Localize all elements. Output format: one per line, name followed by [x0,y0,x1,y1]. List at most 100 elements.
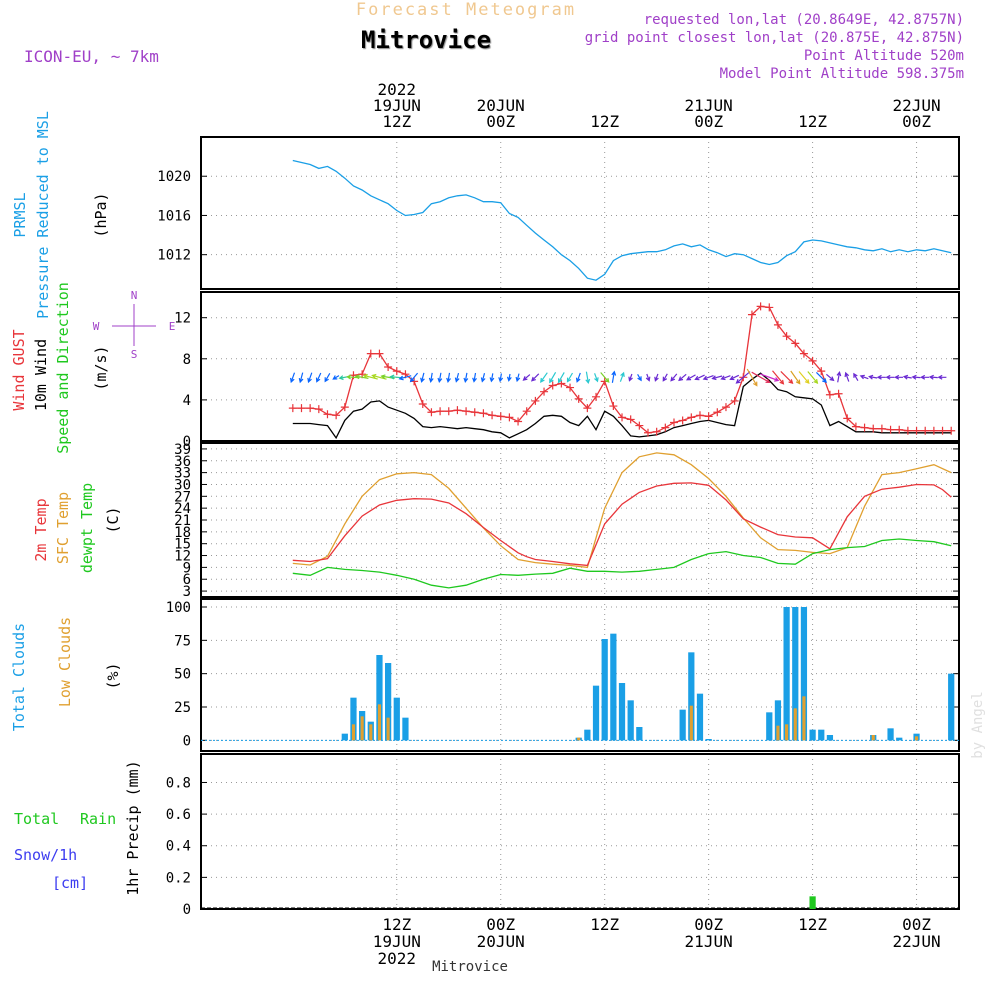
y-tick-label: 1020 [157,169,191,185]
gust-marker [375,349,384,358]
wind-arrow [844,371,850,382]
temp-2m-line [292,482,952,567]
wind-arrow [594,373,599,383]
time-label-bottom: 12Z [590,915,619,934]
wind-arrow [566,372,574,383]
wind-arrow [446,372,451,383]
time-label-top: 12Z [590,112,619,131]
gust-marker [496,412,505,421]
wind-arrow [540,372,548,383]
time-label-top: 20JUN [477,96,525,115]
time-label-top: 00Z [902,112,931,131]
time-label-bottom: 21JUN [685,932,733,951]
time-label-bottom: 2022 [378,949,417,968]
time-label-bottom: 20JUN [477,932,525,951]
wind-arrow [746,368,758,387]
gust-marker [514,417,523,426]
y-tick-label: 18 [174,525,191,541]
wind-arrow [506,373,512,382]
low-cloud-bar [793,708,797,741]
panel-0: 1012 1016 1020 [157,136,960,290]
gust-marker [687,413,696,422]
sfc-temp-line [292,452,952,569]
time-label-top: 2022 [378,80,417,99]
wind-arrow [398,375,412,381]
gust-marker [297,404,306,413]
time-label-top: 00Z [486,112,515,131]
gust-marker [782,332,791,341]
y-tick-label: 0 [183,733,191,749]
wind-arrow [645,373,651,382]
pressure-msl-label: Pressure Reduced to MSL [34,111,52,319]
total-cloud-bar [774,700,782,741]
wind-arrow [760,373,780,382]
gust-marker [574,394,583,403]
wind-10m-line [292,372,952,440]
compass-rose: N W E S [93,289,176,361]
wind-arrow [498,373,504,383]
y-tick-label: 50 [174,667,191,683]
model-point-altitude: Model Point Altitude 598.375m [720,66,964,82]
time-label-top: 21JUN [685,96,733,115]
wind-arrow [628,373,633,382]
gust-marker [531,396,540,405]
gust-marker [609,402,618,411]
wind-arrow [815,371,827,383]
wind-arrow [947,375,955,379]
wind-arrow [686,374,696,381]
gust-marker [540,387,549,396]
gust-marker [548,381,557,390]
total-clouds-label: Total Clouds [10,623,28,731]
wind-arrow [868,374,878,380]
total-cloud-bar [627,700,634,741]
y-tick-label: 0 [183,902,191,918]
wind-arrow [836,371,842,383]
wind-arrow [437,372,443,384]
wind-arrow [558,372,565,384]
wind-arrow [315,372,322,383]
wind-arrow [324,373,331,383]
time-label-top: 22JUN [892,96,940,115]
wind-arrow [670,373,678,382]
gust-marker [505,413,514,422]
low-cloud-bar [351,724,356,741]
y-tick-label: 9 [183,560,191,576]
gust-marker [921,426,930,435]
wind-arrow [600,372,610,383]
wind-arrow [853,372,859,382]
gust-marker [644,428,653,437]
dewpt-temp-line [292,538,952,589]
y-tick-label: 12 [174,549,191,565]
low-cloud-bar [871,735,875,741]
gust-marker [791,339,800,348]
gust-marker [713,408,722,417]
wind-arrow [480,373,486,383]
cm-unit-label: [cm] [52,874,88,892]
panel-3: 0 25 50 75 100 [166,598,960,752]
total-cloud-bar [584,729,591,741]
y-tick-label: 0.2 [166,870,191,886]
y-tick-label: 0.6 [166,807,191,823]
wind-arrow [522,374,531,381]
time-label-top: 19JUN [373,96,421,115]
gust-marker [384,363,393,372]
wind-arrow [859,374,869,380]
y-tick-label: 33 [174,466,191,482]
total-cloud-bar [809,729,816,741]
total-cloud-bar [688,652,695,741]
wind-gust-label: Wind GUST [10,329,28,410]
wind-arrow [826,373,835,382]
low-cloud-bar [914,736,919,741]
wind-arrow [720,375,731,381]
wind-arrow [530,373,540,382]
time-label-bottom: 22JUN [892,932,940,951]
gust-marker [566,383,575,392]
gust-marker [825,390,834,399]
time-label-bottom: 19JUN [373,932,421,951]
gust-marker [765,303,774,312]
total-cloud-bar [766,712,773,741]
wind-arrow [920,374,930,380]
total-cloud-bar [783,607,790,741]
gust-marker [635,421,644,430]
